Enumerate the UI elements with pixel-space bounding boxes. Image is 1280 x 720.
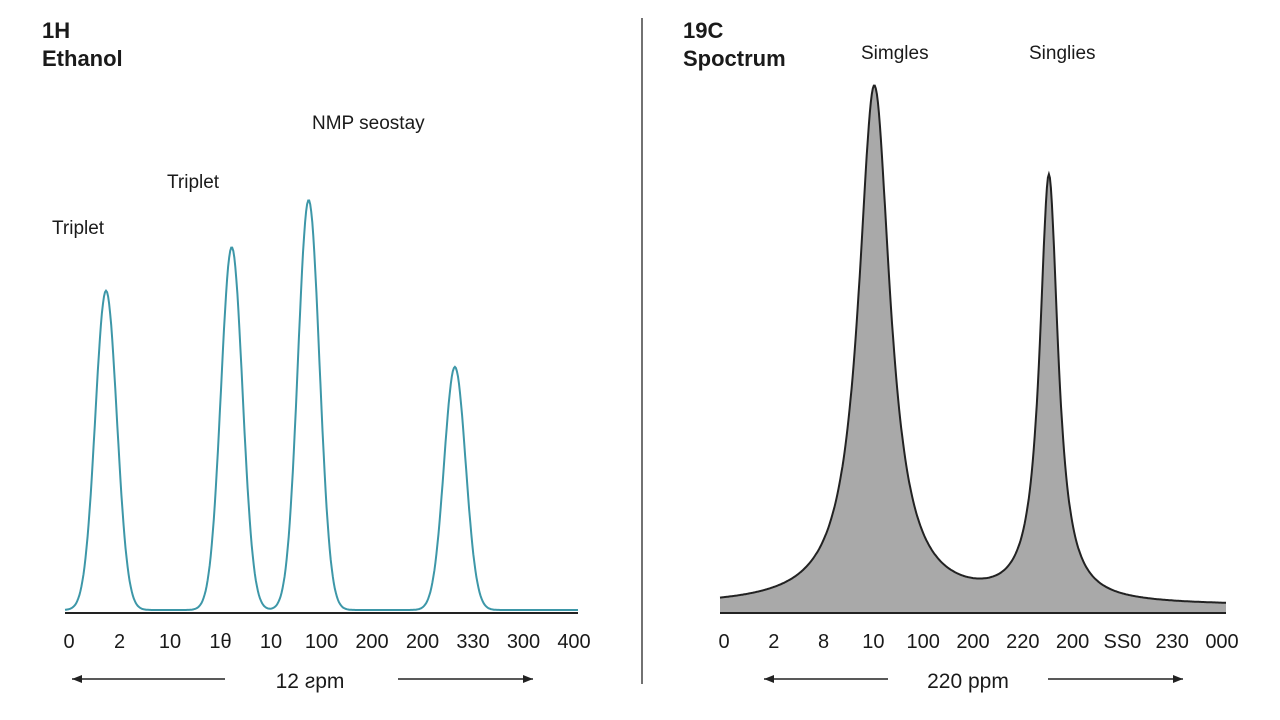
left-x-tick-label: 300 [507,631,540,653]
right-x-tick-label: SS0 [1103,631,1141,653]
left-x-tick-label: 400 [557,631,590,653]
left-x-tick-label: 1θ [209,631,231,653]
left-x-tick-label: 10 [159,631,181,653]
right-annotation-singlet-2: Singlies [1029,43,1096,64]
right-x-tick-label: 200 [956,631,989,653]
right-x-tick-label: 000 [1205,631,1238,653]
right-x-tick-label: 10 [862,631,884,653]
left-x-tick-label: 10 [260,631,282,653]
left-spectrum-line [64,199,578,611]
right-title-line-1: 19C [683,18,723,43]
left-x-tick-label: 330 [456,631,489,653]
right-x-tick-label: 220 [1006,631,1039,653]
right-x-tick-label: 230 [1156,631,1189,653]
right-x-axis-label: 220 ppm [927,670,1009,693]
left-x-tick-label: 0 [63,631,74,653]
right-x-tick-labels: 0 2 8 10 100 200 220 200 SS0 230 000 [718,631,1238,653]
right-x-tick-label: 0 [718,631,729,653]
left-x-tick-label: 2 [114,631,125,653]
left-panel: 1H Ethanol Triplet Triplet NMP seostay 0… [42,18,591,693]
left-x-tick-labels: 0 2 10 1θ 10 100 200 200 330 300 400 [63,631,590,653]
right-arrow-left [764,675,888,683]
left-arrow-right [398,675,533,683]
right-x-tick-label: 200 [1056,631,1089,653]
right-x-tick-label: 8 [818,631,829,653]
left-title-line-1: 1H [42,18,70,43]
left-annotation-nmr: NMP seostay [312,113,425,134]
left-x-axis-label: 12 ƨpm [276,670,345,693]
left-x-tick-label: 200 [355,631,388,653]
left-x-tick-label: 200 [406,631,439,653]
left-annotation-triplet-2: Triplet [167,172,220,193]
right-spectrum-area [720,85,1226,614]
right-arrow-right [1048,675,1183,683]
right-annotation-singlet-1: Simgles [861,43,929,64]
right-spectrum-line [719,84,1226,604]
right-x-tick-label: 2 [768,631,779,653]
right-title-line-2: Spoctrum [683,46,786,71]
left-arrow-left [72,675,225,683]
right-panel: 19C Spoctrum Simgles Singlies 0 2 8 10 100 20… [683,18,1239,693]
left-annotation-triplet-1: Triplet [52,218,105,239]
right-x-tick-label: 100 [907,631,940,653]
left-x-tick-label: 100 [305,631,338,653]
left-title-line-2: Ethanol [42,46,123,71]
